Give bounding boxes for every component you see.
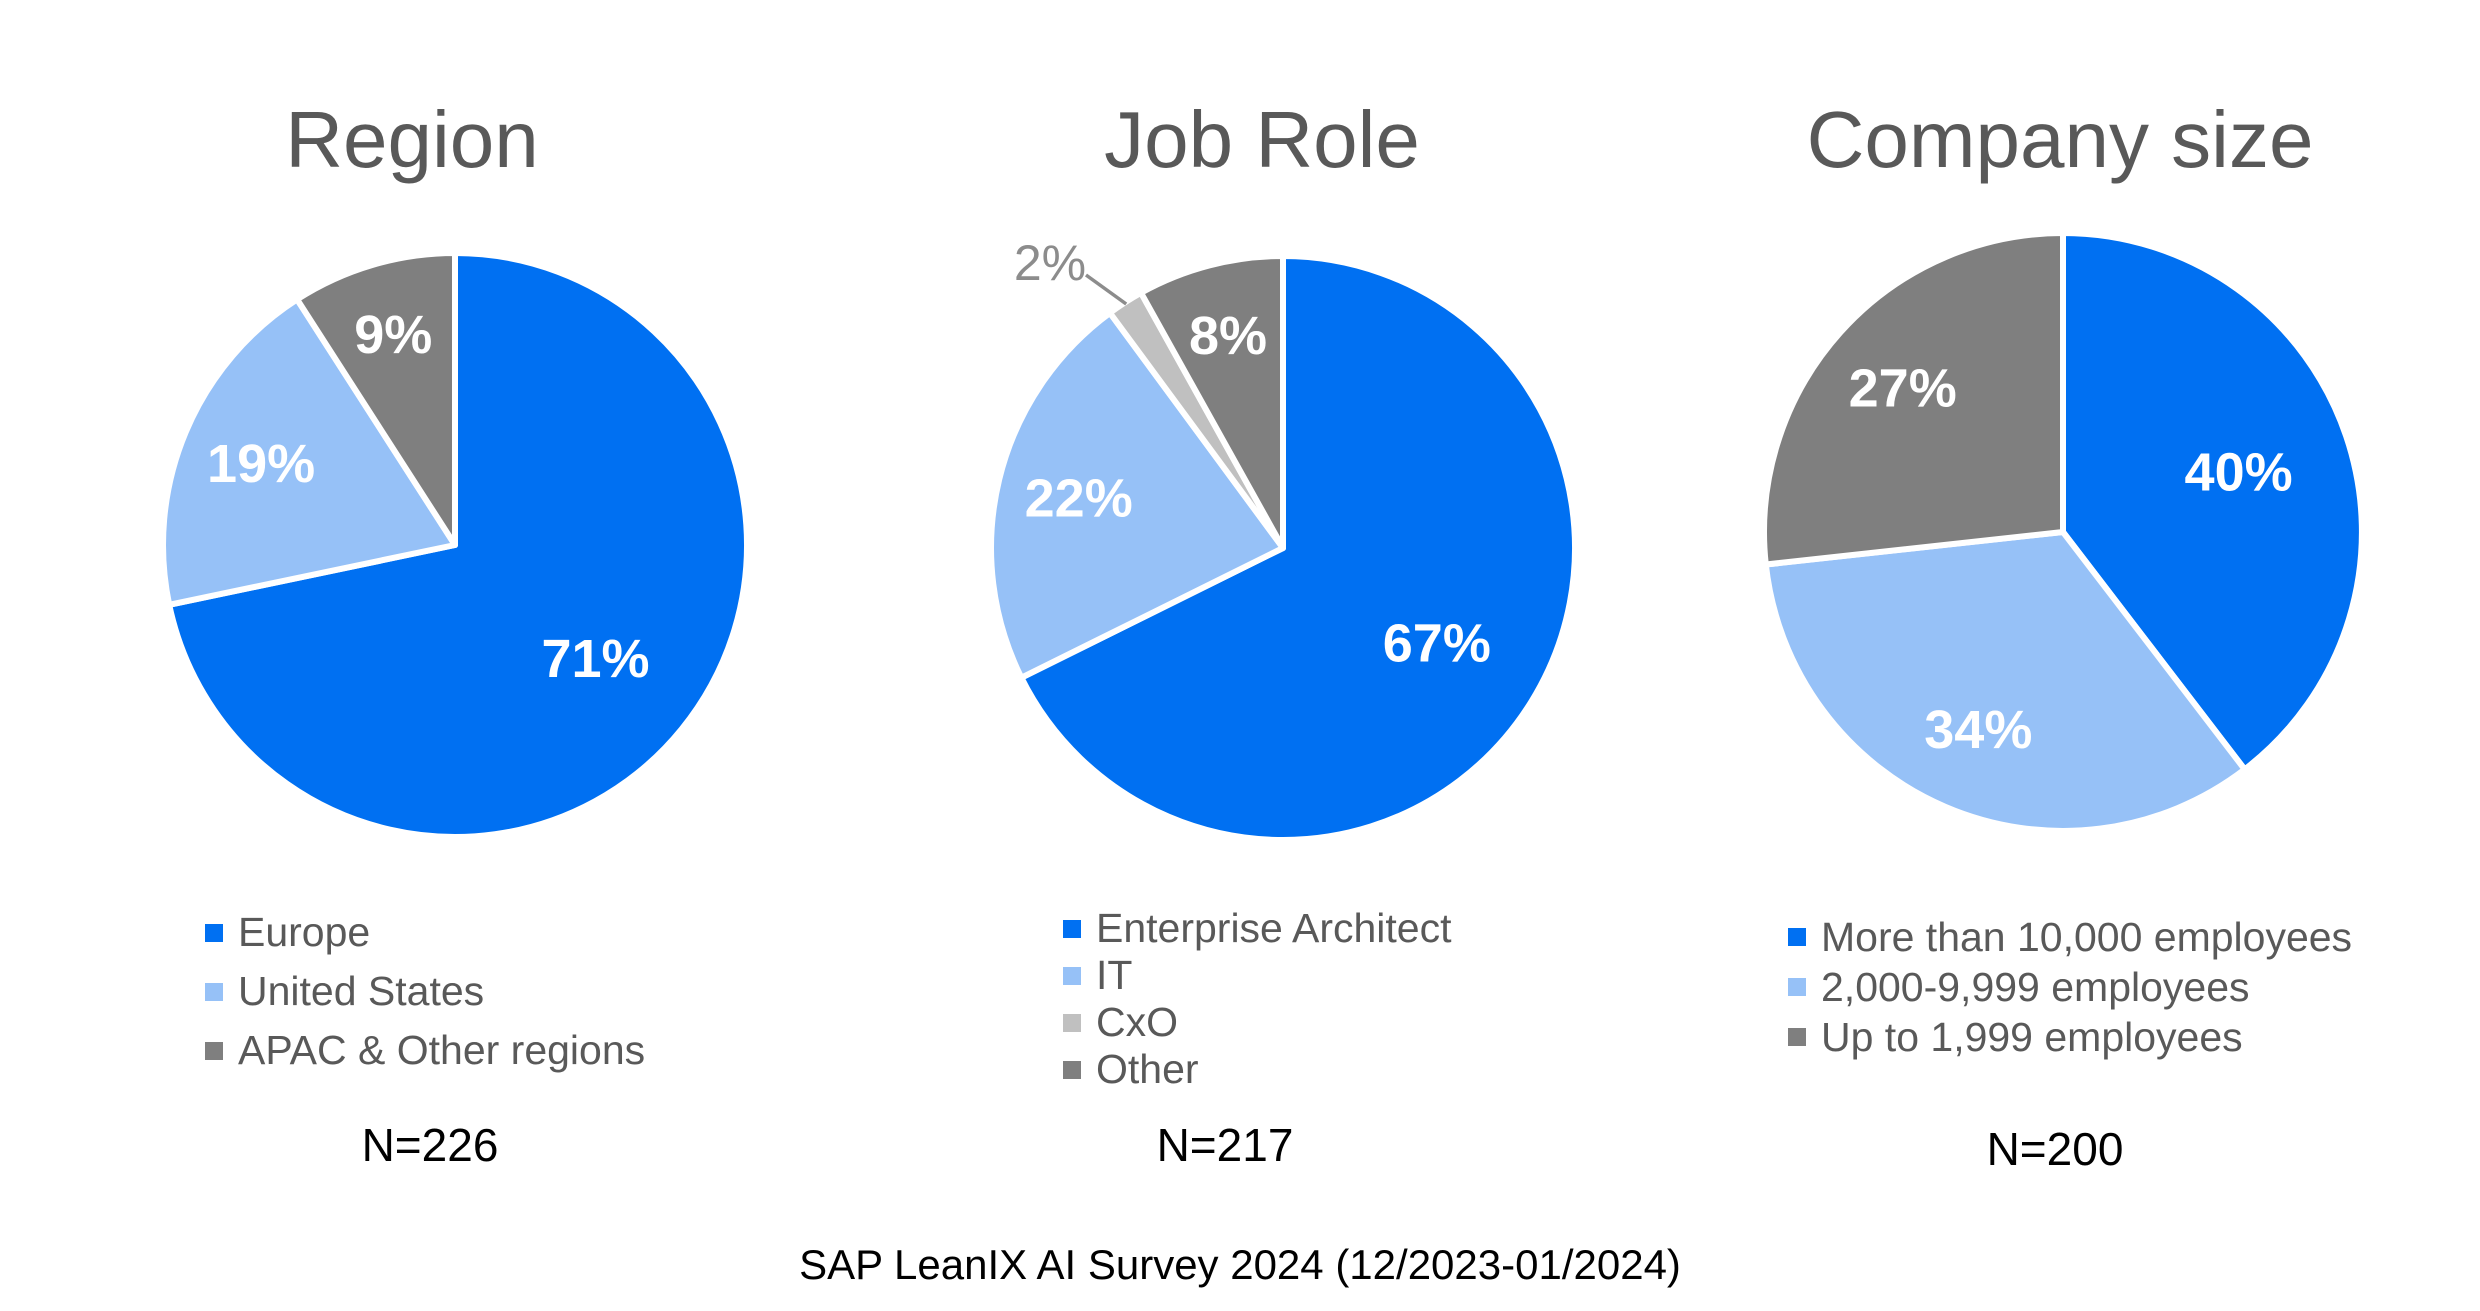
legend-color-marker [1063,966,1081,985]
legend-color-marker [1788,978,1806,996]
legend-item: APAC & Other regions [205,1021,645,1080]
legend-job-role: Enterprise Architect IT CxO Other [1063,905,1452,1093]
legend-color-marker [1788,928,1806,946]
source-caption: SAP LeanIX AI Survey 2024 (12/2023-01/20… [799,1241,1681,1288]
legend-color-marker [205,923,223,942]
pie-percentage-label-united-states: 19% [207,434,315,494]
legend-item-label: Other [1096,1046,1199,1092]
pie-slice-other [1138,252,1286,551]
chart-title-region: Region [285,95,539,184]
sample-size-label-job-role: N=217 [1156,1119,1294,1171]
pie-slice-more-than-10-000-employees [2060,230,2365,773]
legend-color-marker [205,982,223,1001]
legend-item: Other [1063,1046,1452,1093]
pie-slice-apac-other-regions [294,250,458,548]
pie-slice-enterprise-architect [1018,253,1578,843]
legend-item: IT [1063,952,1452,999]
pie-chart-region: 71% 19% 9% [160,250,750,840]
pie-slice-europe [166,250,750,840]
legend-item: CxO [1063,999,1452,1046]
pie-chart-job-role: 67% 22% 2% 8% [988,235,1578,843]
legend-item: United States [205,962,645,1021]
legend-item-label: IT [1096,952,1133,998]
sample-size-label-company-size: N=200 [1986,1123,2124,1175]
legend-color-marker [1063,919,1081,938]
pie-percentage-label-enterprise-architect: 67% [1383,613,1491,673]
pie-slice-united-states [160,296,458,608]
legend-item: Europe [205,903,645,962]
legend-item-label: Europe [238,909,371,955]
legend-item: Enterprise Architect [1063,905,1452,952]
legend-item: More than 10,000 employees [1788,912,2352,962]
legend-item: 2,000-9,999 employees [1788,962,2352,1012]
legend-item-label: More than 10,000 employees [1821,913,2353,960]
legend-color-marker [1063,1060,1081,1079]
pie-percentage-label-other: 8% [1189,306,1267,366]
pie-slice-up-to-1-999-employees [1761,230,2066,568]
legend-company-size: More than 10,000 employees 2,000-9,999 e… [1788,912,2352,1062]
pie-percentage-label-2-000-9-999-employees: 34% [1924,700,2032,760]
legend-item-label: Enterprise Architect [1096,905,1452,951]
sample-size-label-region: N=226 [361,1119,499,1171]
pie-outside-label-cxo: 2% [1014,235,1086,291]
pie-slice-it [988,309,1286,681]
pie-chart-company-size: 40% 34% 27% [1761,230,2365,834]
pie-percentage-label-it: 22% [1025,468,1133,528]
legend-color-marker [1063,1013,1081,1032]
pie-percentage-label-apac-other-regions: 9% [354,305,432,365]
chart-title-company-size: Company size [1806,95,2314,184]
legend-item-label: Up to 1,999 employees [1821,1013,2243,1060]
legend-region: Europe United States APAC & Other region… [205,903,645,1080]
pie-slice-2-000-9-999-employees [1762,529,2248,834]
legend-item-label: CxO [1096,999,1178,1045]
pie-percentage-label-europe: 71% [541,629,649,689]
legend-color-marker [205,1041,223,1060]
label-leader-line [1084,273,1128,306]
legend-color-marker [1788,1028,1806,1046]
legend-item-label: 2,000-9,999 employees [1821,963,2250,1010]
legend-item-label: APAC & Other regions [238,1027,646,1073]
legend-item-label: United States [238,968,485,1014]
pie-percentage-label-more-than-10-000-employees: 40% [2185,443,2293,503]
chart-title-job-role: Job Role [1104,95,1420,184]
legend-item: Up to 1,999 employees [1788,1012,2352,1062]
pie-percentage-label-up-to-1-999-employees: 27% [1849,358,1957,418]
